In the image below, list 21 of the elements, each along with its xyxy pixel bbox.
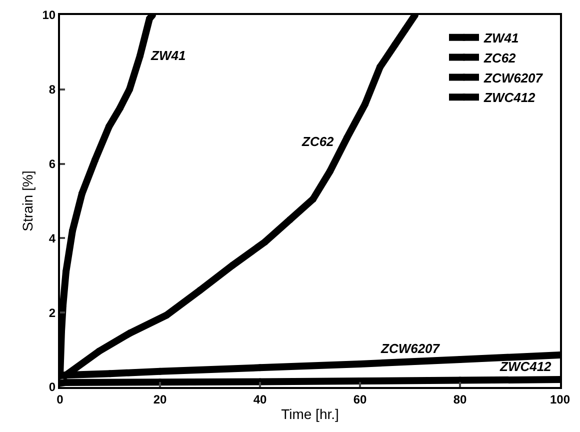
y-tick-label: 4 xyxy=(48,231,56,246)
y-tick-label: 0 xyxy=(48,380,56,394)
annotation: ZW41 xyxy=(150,48,186,63)
y-tick-label: 2 xyxy=(48,306,56,320)
x-axis-title: Time [hr.] xyxy=(281,406,339,422)
legend-label: ZCW6207 xyxy=(483,70,544,86)
legend-label: ZW41 xyxy=(483,30,519,46)
x-tick-label: 60 xyxy=(353,392,367,406)
y-tick-label: 10 xyxy=(42,8,56,22)
annotation: ZWC412 xyxy=(499,359,552,374)
legend-label: ZWC412 xyxy=(483,90,536,106)
y-axis-title: Strain [%] xyxy=(19,170,36,232)
x-tick-label: 80 xyxy=(453,392,467,406)
y-tick-label: 6 xyxy=(48,157,56,171)
legend-label: ZC62 xyxy=(483,50,517,66)
x-tick-label: 100 xyxy=(550,392,570,406)
x-tick-label: 20 xyxy=(153,392,167,406)
y-tick-label: 8 xyxy=(48,82,56,97)
x-tick-label: 40 xyxy=(253,392,267,406)
annotation: ZCW6207 xyxy=(380,341,440,356)
annotation: ZC62 xyxy=(301,134,335,149)
